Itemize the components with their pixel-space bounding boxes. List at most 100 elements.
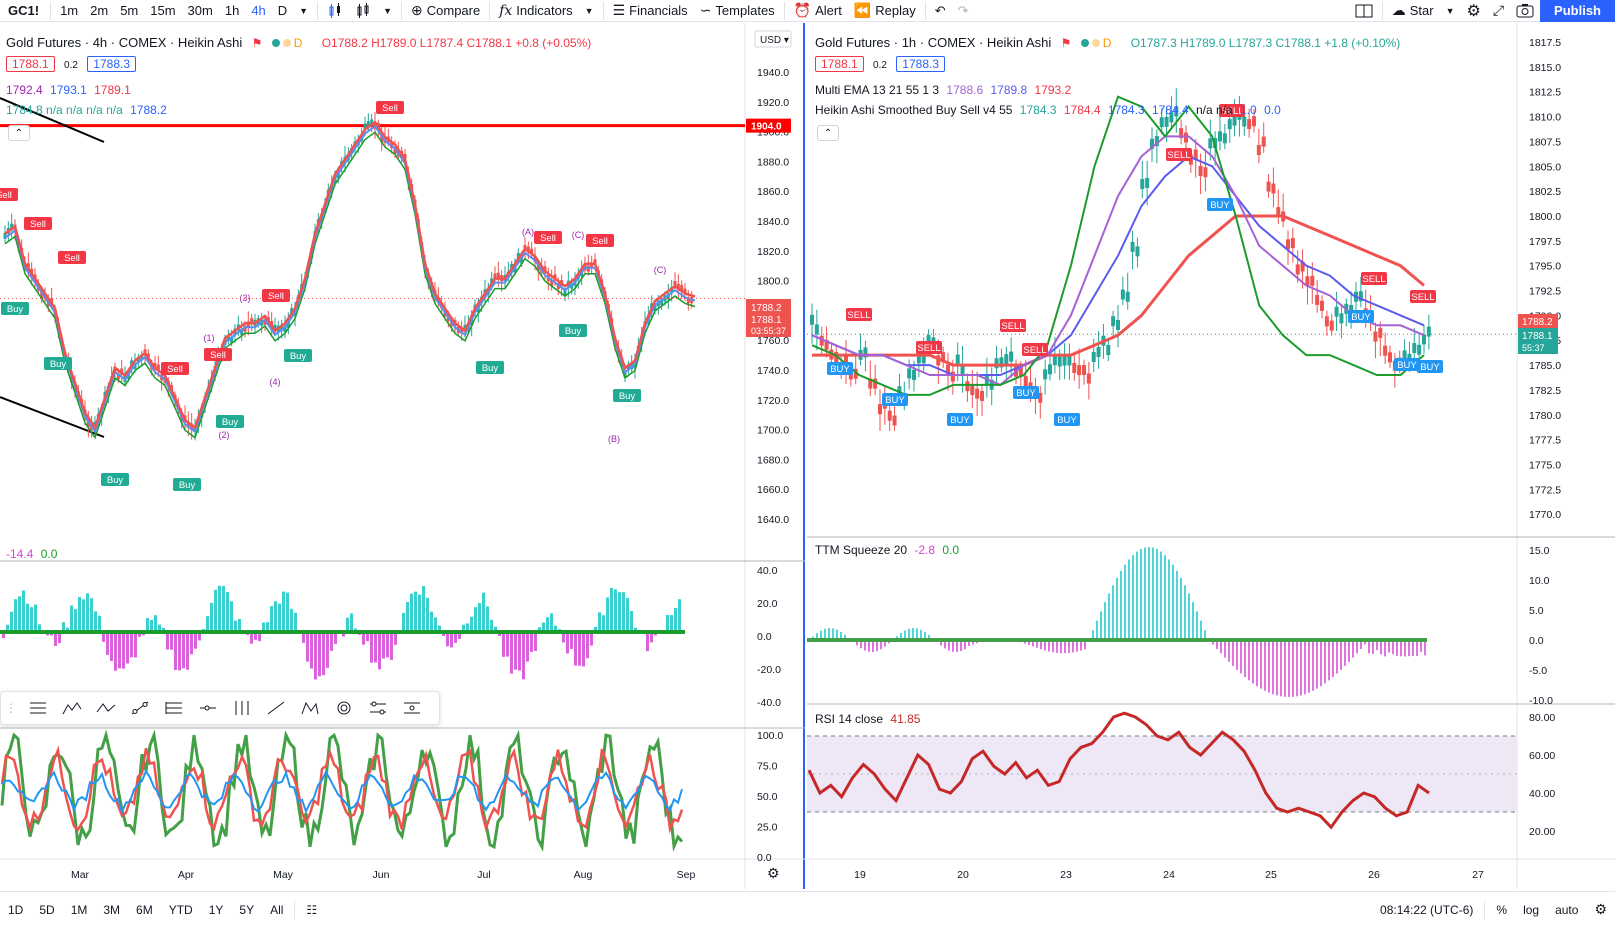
left-chart-pane[interactable]: USD ▾1940.01920.01900.01880.01860.01840.…: [0, 23, 805, 889]
collapse-legend-button[interactable]: ⌃: [8, 125, 30, 141]
sell-signal-tag: [58, 251, 86, 264]
ttm-legend[interactable]: TTM Squeeze 20 -2.8 0.0: [815, 543, 959, 557]
trend-line-tool-icon[interactable]: [123, 694, 157, 722]
left-chart-canvas[interactable]: USD ▾1940.01920.01900.01880.01860.01840.…: [0, 23, 805, 889]
osc-histogram-bar: [526, 632, 529, 662]
flag-icon[interactable]: ⚑: [1060, 36, 1072, 50]
toolbar-divider: [1484, 900, 1486, 919]
ray-tool-icon[interactable]: [259, 694, 293, 722]
ha-legend[interactable]: Heikin Ashi Smoothed Buy Sell v4 55 1784…: [815, 103, 1281, 117]
buy-signal-tag: [44, 357, 72, 370]
interval-d[interactable]: D: [277, 3, 288, 18]
buy-signal-tag: [101, 473, 129, 486]
star-chevron-icon[interactable]: ▼: [1445, 5, 1455, 16]
indicators-button[interactable]: fx Indicators: [493, 0, 578, 22]
interval-1m[interactable]: 1m: [60, 3, 79, 18]
go-to-date-icon[interactable]: ☷: [306, 902, 318, 917]
settings-gear-icon[interactable]: ⚙: [1466, 2, 1481, 20]
interval-15m[interactable]: 15m: [150, 3, 176, 18]
chart-settings-gear-icon[interactable]: ⚙: [767, 865, 780, 881]
clock-timezone[interactable]: 08:14:22 (UTC-6): [1380, 902, 1474, 917]
bars-icon: [357, 2, 369, 18]
regression-tool-icon[interactable]: [395, 694, 429, 722]
fib-tool-icon[interactable]: [157, 694, 191, 722]
left-ind2-legend[interactable]: 1784.8 n/a n/a n/a n/a 1788.2: [6, 103, 167, 117]
range-1d[interactable]: 1D: [8, 902, 24, 917]
interval-dropdown-chevron-icon[interactable]: ▼: [299, 5, 309, 16]
sell-price-button[interactable]: 1788.1: [6, 56, 55, 72]
osc-legend[interactable]: -14.4 0.0: [6, 547, 57, 561]
ema-legend[interactable]: Multi EMA 13 21 55 1 3 1788.6 1789.8 179…: [815, 83, 1071, 97]
pitchfork-tool-icon[interactable]: [225, 694, 259, 722]
layout-icon[interactable]: [1349, 0, 1379, 22]
candle-body: [240, 328, 244, 335]
financials-button[interactable]: ☰ Financials: [607, 0, 694, 22]
chart-type-chevron-icon[interactable]: ▼: [383, 5, 393, 16]
redo-icon[interactable]: ↷: [957, 2, 969, 18]
horizontal-ray-tool-icon[interactable]: [191, 694, 225, 722]
bar-style-icon[interactable]: [321, 0, 349, 22]
auto-scale-toggle[interactable]: auto: [1555, 902, 1579, 917]
right-chart-pane[interactable]: 1817.5 1815.0 1812.5 1810.0 1807.5 1805.0 1802…: [807, 23, 1615, 889]
sell-price-button[interactable]: 1788.1: [815, 56, 864, 72]
buy-price-button[interactable]: 1788.3: [896, 56, 945, 72]
abc-wave-tool-icon[interactable]: [89, 694, 123, 722]
undo-icon[interactable]: ↶: [934, 2, 946, 18]
buy-signal-tag: [1417, 360, 1443, 373]
symbol-search[interactable]: GC1!: [8, 3, 40, 18]
camera-icon[interactable]: [1510, 0, 1540, 22]
publish-button[interactable]: Publish: [1540, 0, 1615, 22]
range-3m[interactable]: 3M: [103, 902, 121, 917]
collapse-legend-button[interactable]: ⌃: [817, 125, 839, 141]
signal-label: Sell: [592, 236, 608, 247]
indicators-chevron-icon[interactable]: ▼: [584, 5, 594, 16]
candle-body: [186, 421, 190, 428]
replay-button[interactable]: ⏪ Replay: [848, 0, 922, 22]
star-button[interactable]: ☁ Star: [1386, 0, 1440, 22]
range-1y[interactable]: 1Y: [208, 902, 224, 917]
range-6m[interactable]: 6M: [136, 902, 153, 917]
rsi-legend[interactable]: RSI 14 close 41.85: [815, 712, 920, 726]
osc-histogram-bar: [382, 632, 385, 659]
fullscreen-icon[interactable]: ⤢: [1492, 2, 1505, 18]
candle-body: [1358, 291, 1363, 302]
interval-30m[interactable]: 30m: [187, 3, 213, 18]
interval-4h[interactable]: 4h: [251, 3, 266, 18]
range-all[interactable]: All: [270, 902, 284, 917]
range-ytd[interactable]: YTD: [168, 902, 193, 917]
wave-label: (A): [522, 227, 534, 237]
interval-2m[interactable]: 2m: [90, 3, 109, 18]
candle-body: [1150, 138, 1154, 149]
candle-body: [921, 353, 926, 364]
candle-body: [1203, 167, 1208, 178]
bottom-right-group: 08:14:22 (UTC-6) % log auto ⚙: [1372, 900, 1615, 919]
left-ind1-legend[interactable]: 1792.4 1793.1 1789.1: [6, 83, 131, 97]
range-1m[interactable]: 1M: [70, 902, 88, 917]
interval-1h[interactable]: 1h: [224, 3, 240, 18]
interval-5m[interactable]: 5m: [120, 3, 139, 18]
drag-handle-icon[interactable]: ⋮: [5, 701, 17, 715]
right-chart-canvas[interactable]: 1817.5 1815.0 1812.5 1810.0 1807.5 1805.0 1802…: [807, 23, 1615, 889]
elliott-wave-tool-icon[interactable]: [55, 694, 89, 722]
chart-settings-gear-icon[interactable]: ⚙: [1594, 901, 1607, 917]
candle-body: [1096, 346, 1101, 357]
spiral-tool-icon[interactable]: [327, 694, 361, 722]
pattern-tool-icon[interactable]: [293, 694, 327, 722]
compare-button[interactable]: ⊕ Compare: [405, 0, 486, 22]
flag-icon[interactable]: ⚑: [251, 36, 263, 50]
range-5d[interactable]: 5D: [39, 902, 55, 917]
chart-title[interactable]: Gold Futures · 4h · COMEX · Heikin Ashi: [6, 35, 243, 50]
alert-button[interactable]: ⏰ Alert: [788, 0, 848, 22]
osc-histogram-bar: [598, 612, 601, 632]
parallel-channel-tool-icon[interactable]: [361, 694, 395, 722]
templates-button[interactable]: ∽ Templates: [694, 0, 781, 22]
heikin-ashi-style-icon[interactable]: [349, 0, 377, 22]
buy-price-button[interactable]: 1788.3: [87, 56, 136, 72]
percent-scale-toggle[interactable]: %: [1496, 902, 1508, 917]
candle-body: [10, 223, 14, 230]
price-tick-label: 1820.0: [757, 246, 789, 258]
log-scale-toggle[interactable]: log: [1523, 902, 1540, 917]
horizontal-lines-tool-icon[interactable]: [21, 694, 55, 722]
range-5y[interactable]: 5Y: [239, 902, 255, 917]
chart-title[interactable]: Gold Futures · 1h · COMEX · Heikin Ashi: [815, 35, 1052, 50]
